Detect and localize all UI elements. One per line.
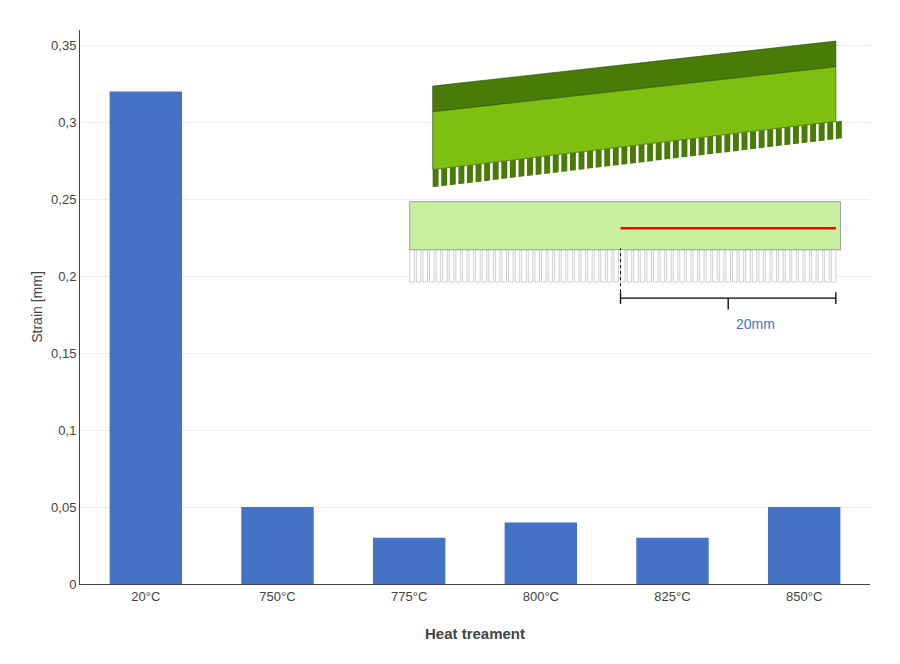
svg-text:Heat treament: Heat treament	[425, 625, 525, 642]
svg-text:0,35: 0,35	[51, 38, 76, 53]
svg-text:0,25: 0,25	[51, 192, 76, 207]
svg-text:0,05: 0,05	[51, 500, 76, 515]
svg-text:825°C: 825°C	[654, 589, 690, 604]
svg-text:20mm: 20mm	[736, 316, 775, 332]
svg-text:0: 0	[69, 577, 76, 592]
svg-text:750°C: 750°C	[259, 589, 295, 604]
svg-text:0,1: 0,1	[58, 423, 76, 438]
svg-text:20°C: 20°C	[131, 589, 160, 604]
svg-text:0,3: 0,3	[58, 115, 76, 130]
svg-text:775°C: 775°C	[391, 589, 427, 604]
svg-text:800°C: 800°C	[523, 589, 559, 604]
svg-text:Strain [mm]: Strain [mm]	[29, 271, 45, 343]
svg-text:0,15: 0,15	[51, 346, 76, 361]
svg-text:0,2: 0,2	[58, 269, 76, 284]
svg-text:850°C: 850°C	[786, 589, 822, 604]
